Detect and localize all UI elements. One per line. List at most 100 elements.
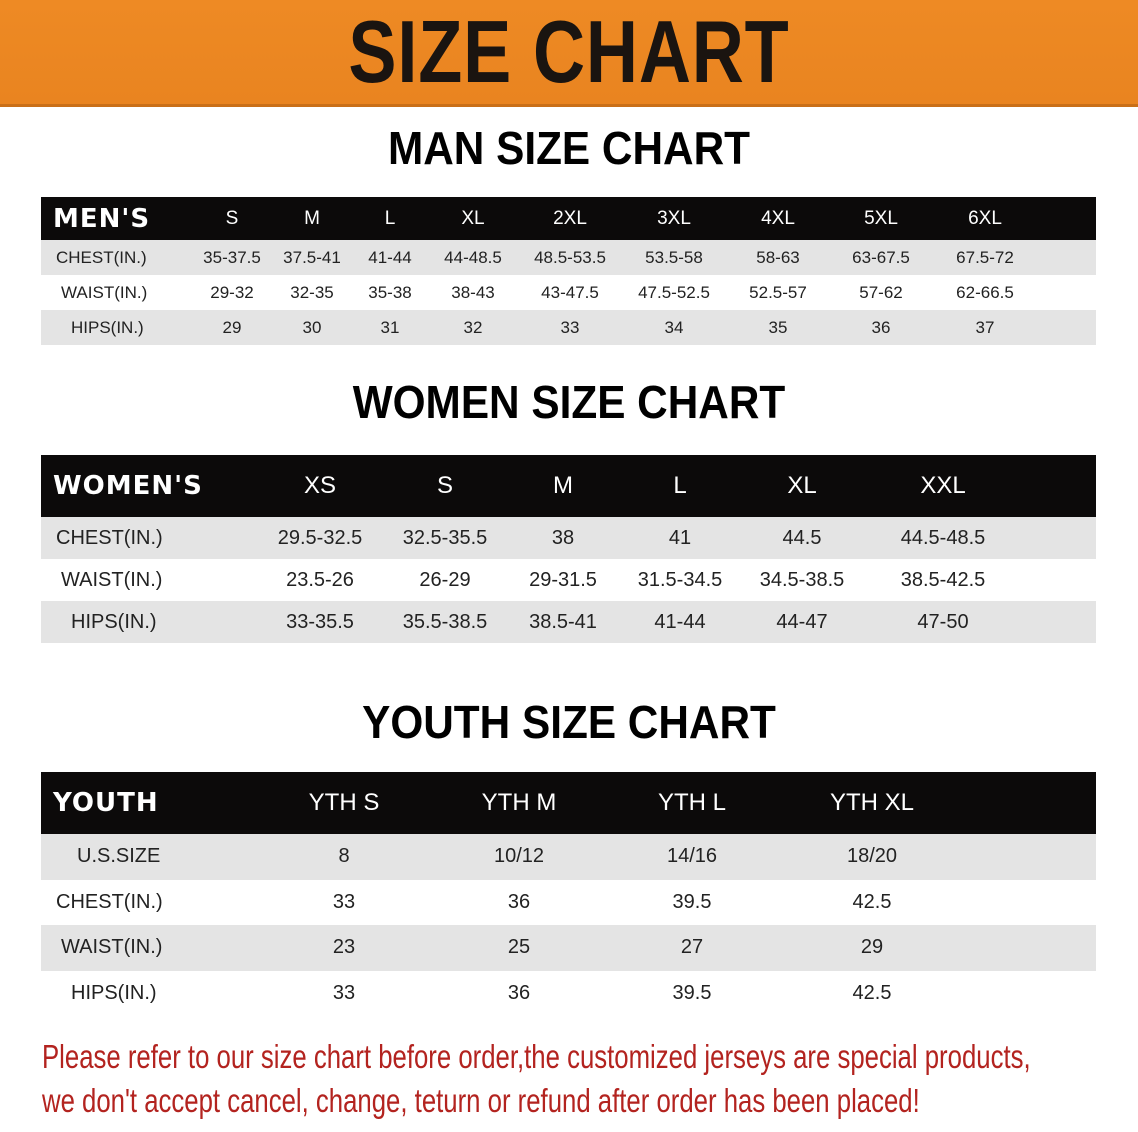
men-row-label: HIPS(IN.) [71, 317, 144, 337]
women-table-cell: 23.5-26 [286, 568, 354, 591]
footer-notice-line-2: we don't accept cancel, change, teturn o… [42, 1082, 920, 1119]
youth-table-cell: 23 [332, 936, 356, 959]
men-table-row: HIPS(IN.) 29 30 31 32 33 34 35 36 37 [41, 310, 1096, 345]
women-table-cell: 41 [668, 526, 692, 549]
men-size-header: L [384, 207, 396, 229]
men-table-cell: 32-35 [290, 282, 334, 302]
youth-table-row: WAIST(IN.) 23 25 27 29 [41, 925, 1096, 971]
youth-table-row: CHEST(IN.) 33 36 39.5 42.5 [41, 880, 1096, 926]
women-header-row: WOMEN'S XS S M L XL XXL [41, 455, 1096, 517]
youth-table-cell: 8 [338, 845, 350, 868]
youth-row-label: WAIST(IN.) [61, 936, 163, 959]
women-section-title: WOMEN SIZE CHART [352, 376, 786, 428]
women-table-cell: 41-44 [654, 610, 706, 633]
men-table-cell: 32 [463, 317, 483, 337]
women-table-row: WAIST(IN.) 23.5-26 26-29 29-31.5 31.5-34.5 34… [41, 559, 1096, 601]
men-table-cell: 44-48.5 [444, 247, 502, 267]
women-table-cell: 29-31.5 [529, 568, 597, 591]
men-size-header: M [304, 207, 320, 229]
youth-header-row: YOUTH YTH S YTH M YTH L YTH XL [41, 772, 1096, 834]
women-size-header: XL [787, 472, 817, 499]
men-table-cell: 35-37.5 [203, 247, 261, 267]
men-table-cell: 36 [871, 317, 891, 337]
youth-table-cell: 33 [332, 981, 356, 1004]
men-table-cell: 37.5-41 [283, 247, 341, 267]
men-size-header: 5XL [864, 207, 898, 229]
youth-table-cell: 42.5 [852, 890, 892, 913]
men-table-cell: 33 [560, 317, 580, 337]
women-table-cell: 47-50 [917, 610, 969, 633]
women-table-cell: 44.5-48.5 [900, 526, 986, 549]
women-table-cell: 38.5-41 [529, 610, 597, 633]
youth-table-cell: 25 [507, 936, 531, 959]
men-table-cell: 38-43 [451, 282, 495, 302]
youth-row-label: HIPS(IN.) [71, 981, 157, 1004]
banner-title: SIZE CHART [348, 2, 790, 101]
youth-section-title: YOUTH SIZE CHART [362, 696, 776, 748]
women-table-row: CHEST(IN.) 29.5-32.5 32.5-35.5 38 41 44.5 44.5… [41, 517, 1096, 559]
youth-size-header: YTH S [308, 789, 380, 816]
youth-table-cell: 14/16 [666, 845, 718, 868]
youth-row-label: U.S.SIZE [77, 845, 161, 868]
women-size-header: S [436, 472, 454, 499]
women-row-label: WAIST(IN.) [61, 568, 163, 591]
men-table-cell: 43-47.5 [541, 282, 599, 302]
men-table-cell: 35 [768, 317, 788, 337]
men-table-cell: 62-66.5 [956, 282, 1014, 302]
men-table-cell: 53.5-58 [645, 247, 703, 267]
men-table-cell: 58-63 [756, 247, 800, 267]
women-table-cell: 44.5 [782, 526, 822, 549]
women-row-label: HIPS(IN.) [71, 610, 157, 633]
men-table-cell: 29-32 [210, 282, 254, 302]
men-table-cell: 57-62 [859, 282, 903, 302]
men-table-cell: 63-67.5 [852, 247, 910, 267]
men-table-cell: 35-38 [368, 282, 412, 302]
men-table-cell: 52.5-57 [749, 282, 807, 302]
men-table-cell: 34 [664, 317, 684, 337]
youth-table-cell: 36 [507, 981, 531, 1004]
women-table-cell: 26-29 [419, 568, 471, 591]
women-table-cell: 33-35.5 [286, 610, 354, 633]
women-size-header: M [553, 472, 573, 499]
youth-row-label: CHEST(IN.) [56, 890, 163, 913]
men-header-row: MEN'S S M L XL 2XL 3XL 4XL 5XL 6XL [41, 197, 1096, 240]
women-table-cell: 35.5-38.5 [402, 610, 488, 633]
women-table-cell: 38 [551, 526, 575, 549]
youth-size-table: YOUTH YTH S YTH M YTH L YTH XL U.S.SIZE 8 10/12… [41, 772, 1096, 1016]
women-table-cell: 31.5-34.5 [637, 568, 723, 591]
women-size-header: XXL [920, 472, 966, 499]
youth-table-cell: 33 [332, 890, 356, 913]
men-size-header: 6XL [968, 207, 1002, 229]
men-row-label: WAIST(IN.) [61, 282, 148, 302]
women-table-cell: 34.5-38.5 [759, 568, 845, 591]
women-table-cell: 38.5-42.5 [900, 568, 986, 591]
women-size-header: XS [303, 472, 337, 499]
youth-table-cell: 42.5 [852, 981, 892, 1004]
men-size-header: S [225, 207, 239, 229]
youth-table-cell: 39.5 [672, 890, 712, 913]
footer-notice-line-1: Please refer to our size chart before or… [42, 1038, 1031, 1075]
men-table-cell: 67.5-72 [956, 247, 1014, 267]
youth-size-header: YTH XL [829, 789, 915, 816]
men-size-header: 3XL [657, 207, 691, 229]
men-table-cell: 31 [380, 317, 400, 337]
youth-table-row: U.S.SIZE 8 10/12 14/16 18/20 [41, 834, 1096, 880]
youth-table-row: HIPS(IN.) 33 36 39.5 42.5 [41, 971, 1096, 1017]
youth-table-cell: 18/20 [846, 845, 898, 868]
youth-header-label: YOUTH [53, 788, 159, 818]
men-table-row: CHEST(IN.) 35-37.5 37.5-41 41-44 44-48.5 48.5… [41, 240, 1096, 275]
men-table-row: WAIST(IN.) 29-32 32-35 35-38 38-43 43-47.5 47.… [41, 275, 1096, 310]
men-table-cell: 41-44 [368, 247, 412, 267]
women-table-cell: 32.5-35.5 [402, 526, 488, 549]
men-size-header: 2XL [553, 207, 587, 229]
men-size-header: XL [461, 207, 485, 229]
men-table-cell: 30 [302, 317, 322, 337]
men-size-table: MEN'S S M L XL 2XL 3XL 4XL 5XL 6XL CHEST(IN.) 35-37… [41, 197, 1096, 345]
men-section-title: MAN SIZE CHART [387, 122, 751, 174]
men-table-cell: 47.5-52.5 [638, 282, 710, 302]
youth-table-cell: 36 [507, 890, 531, 913]
men-table-cell: 29 [222, 317, 242, 337]
size-chart-banner: SIZE CHART [0, 0, 1138, 107]
men-table-cell: 37 [975, 317, 995, 337]
youth-table-cell: 10/12 [493, 845, 545, 868]
